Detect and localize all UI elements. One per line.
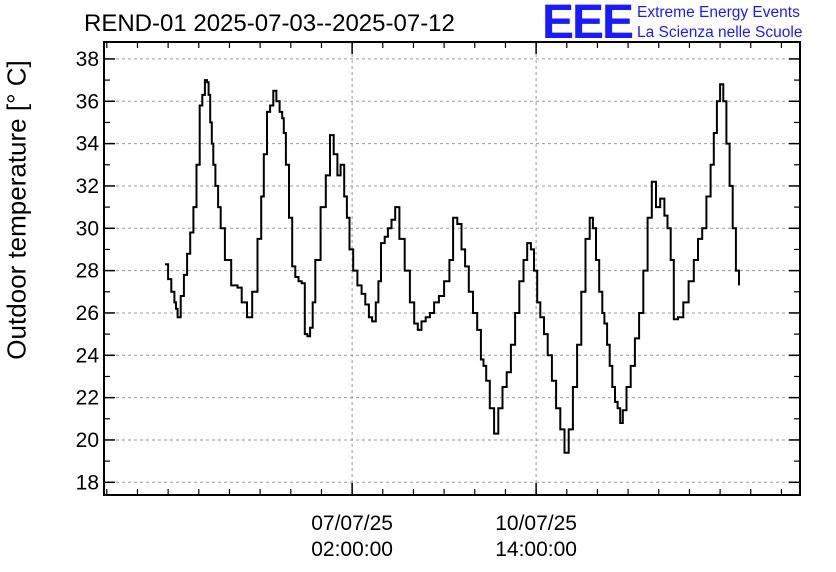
y-tick-label: 18 bbox=[76, 471, 99, 494]
y-tick-label: 38 bbox=[76, 48, 99, 71]
x-tick-label-date: 07/07/25 bbox=[311, 512, 393, 535]
plot-frame bbox=[103, 41, 801, 496]
y-tick-label: 22 bbox=[76, 387, 99, 410]
y-tick-label: 36 bbox=[76, 90, 99, 113]
y-tick-label: 26 bbox=[76, 302, 99, 325]
y-tick-label: 28 bbox=[76, 260, 99, 283]
tick-labels: 18 20 22 24 26 28 30 32 34 36 38 07/07/25 02:00:00 10… bbox=[76, 48, 577, 561]
x-tick-label-time: 02:00:00 bbox=[311, 538, 393, 561]
grid-lines bbox=[104, 42, 800, 495]
y-tick-label: 32 bbox=[76, 175, 99, 198]
y-tick-label: 24 bbox=[76, 344, 100, 367]
axis-ticks bbox=[104, 42, 800, 495]
logo-line-1: Extreme Energy Events bbox=[637, 4, 800, 21]
x-tick-label-time: 14:00:00 bbox=[495, 538, 577, 561]
chart-title: REND-01 2025-07-03--2025-07-12 bbox=[84, 10, 455, 37]
y-tick-label: 34 bbox=[76, 133, 100, 156]
x-tick-label-date: 10/07/25 bbox=[495, 512, 577, 535]
y-tick-label: 30 bbox=[76, 217, 99, 240]
temperature-series-line bbox=[165, 79, 740, 454]
logo-line-2: La Scienza nelle Scuole bbox=[637, 24, 803, 41]
eee-logo: EEE bbox=[542, 0, 634, 49]
y-tick-label: 20 bbox=[76, 429, 99, 452]
